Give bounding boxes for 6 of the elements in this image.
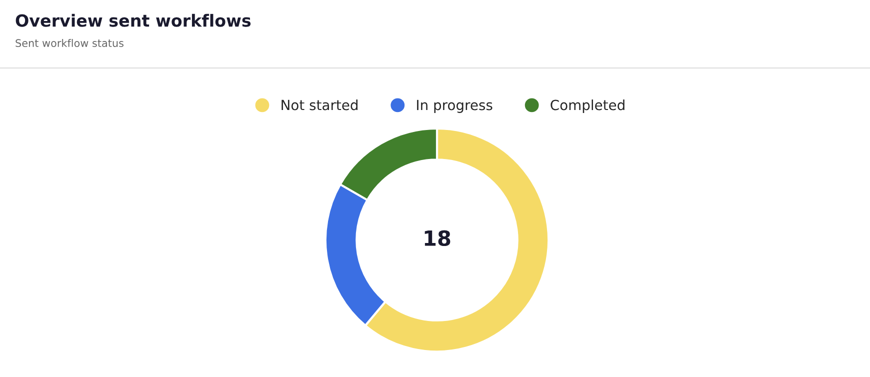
legend-label: In progress bbox=[417, 100, 492, 113]
legend-label: Not started bbox=[282, 100, 358, 110]
legend-label: Completed bbox=[550, 100, 624, 113]
text: Sent workflow status bbox=[16, 38, 124, 48]
text: 18 bbox=[424, 230, 450, 246]
chart-title: Overview sent workflows bbox=[16, 14, 251, 27]
